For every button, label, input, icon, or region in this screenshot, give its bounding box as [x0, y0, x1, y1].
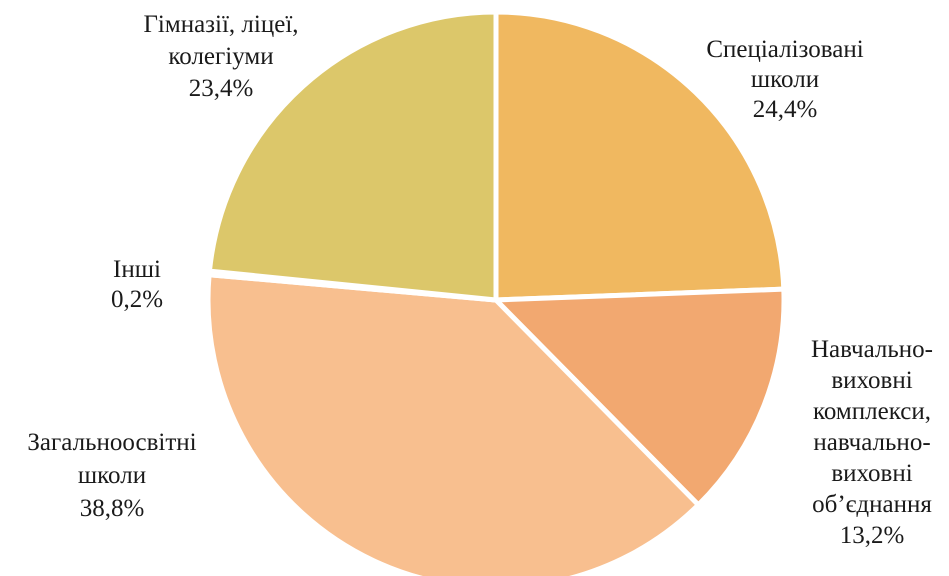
- slice-value-2: 38,8%: [80, 495, 145, 522]
- slice-label-4: Гімназії, ліцеї, колегіуми 23,4%: [143, 11, 298, 102]
- pie-slice-2: [205, 271, 702, 576]
- slice-label-line-4-1: колегіуми: [168, 43, 273, 70]
- slice-value-4: 23,4%: [189, 75, 254, 102]
- slice-label-line-2-0: Загальноосвітні: [27, 429, 196, 456]
- slice-label-0: Спеціалізовані школи 24,4%: [706, 36, 863, 123]
- slice-label-line-0-1: школи: [751, 66, 819, 93]
- slice-value-0: 24,4%: [753, 96, 818, 123]
- slice-label-line-1-4: виховні: [831, 460, 912, 487]
- pie-slice-1: [490, 286, 787, 509]
- slice-label-line-0-0: Спеціалізовані: [706, 36, 863, 63]
- slice-label-2: Загальноосвітні школи 38,8%: [27, 429, 196, 522]
- pie-slices: [205, 9, 787, 576]
- pie-slice-4: [206, 9, 499, 303]
- pie-slice-0: [493, 9, 787, 303]
- slice-label-line-4-0: Гімназії, ліцеї,: [143, 11, 298, 38]
- slice-label-1: Навчально-виховні комплекси, навчально-вих…: [811, 336, 933, 549]
- slice-label-line-3-0: Інші: [113, 256, 161, 283]
- slice-label-3: Інші 0,2%: [111, 256, 163, 313]
- slice-label-line-1-3: навчально-: [813, 429, 930, 456]
- slice-label-line-1-5: об’єднання: [812, 491, 932, 518]
- slice-value-1: 13,2%: [840, 522, 905, 549]
- slice-label-line-1-0: Навчально-: [811, 336, 933, 363]
- slice-label-line-1-2: комплекси,: [813, 398, 931, 425]
- slice-value-3: 0,2%: [111, 286, 163, 313]
- pie-labels: Спеціалізовані школи 24,4% Навчально-виховн…: [27, 11, 933, 549]
- slice-label-line-2-1: школи: [78, 462, 146, 489]
- slice-label-line-1-1: виховні: [831, 367, 912, 394]
